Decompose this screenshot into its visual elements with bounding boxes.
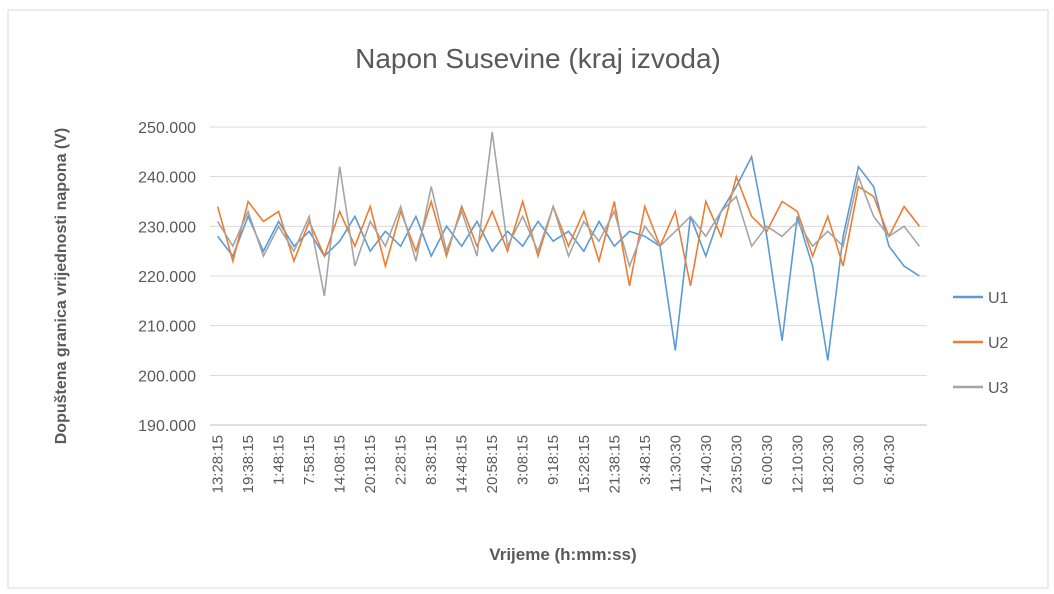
- x-tick-label: 20:58:15: [484, 435, 501, 493]
- y-tick-label: 220.000: [138, 269, 196, 286]
- x-tick-label: 2:28:15: [393, 435, 410, 485]
- y-axis-label: Dopuštena granica vrijednosti napona (V): [53, 128, 70, 445]
- x-tick-label: 6:00:30: [759, 435, 776, 485]
- x-tick-label: 14:48:15: [454, 435, 471, 493]
- y-tick-label: 190.000: [138, 418, 196, 435]
- series-line: [216, 174, 921, 287]
- x-tick-label: 7:58:15: [301, 435, 318, 485]
- legend-label: U3: [988, 380, 1009, 397]
- x-tick-label: 21:38:15: [606, 435, 623, 493]
- y-tick-label: 250.000: [138, 120, 196, 137]
- x-tick-label: 9:18:15: [545, 435, 562, 485]
- y-tick-label: 230.000: [138, 219, 196, 236]
- chart-border: [7, 9, 1049, 589]
- x-axis-label: Vrijeme (h:mm:ss): [489, 545, 636, 564]
- x-tick-label: 0:30:30: [850, 435, 867, 485]
- x-tick-label: 3:48:15: [637, 435, 654, 485]
- series-line: [216, 154, 920, 361]
- x-tick-label: 18:20:30: [820, 435, 837, 493]
- legend-label: U2: [988, 335, 1009, 352]
- x-tick-label: 1:48:15: [271, 435, 288, 485]
- x-tick-label: 3:08:15: [515, 435, 532, 485]
- y-tick-label: 210.000: [138, 319, 196, 336]
- y-tick-label: 240.000: [138, 170, 196, 187]
- x-tick-label: 20:18:15: [362, 435, 379, 493]
- x-tick-label: 13:28:15: [210, 435, 227, 493]
- x-tick-label: 12:10:30: [789, 435, 806, 493]
- x-tick-label: 23:50:30: [728, 435, 745, 493]
- series-line: [216, 131, 921, 297]
- chart-title: Napon Susevine (kraj izvoda): [355, 43, 721, 74]
- x-tick-label: 17:40:30: [698, 435, 715, 493]
- x-tick-label: 19:38:15: [240, 435, 257, 493]
- x-tick-label: 8:38:15: [423, 435, 440, 485]
- x-tick-label: 11:30:30: [667, 435, 684, 492]
- x-tick-label: 15:28:15: [576, 435, 593, 493]
- y-tick-label: 200.000: [138, 368, 196, 385]
- legend-label: U1: [988, 290, 1009, 307]
- x-tick-label: 14:08:15: [332, 435, 349, 493]
- x-tick-label: 6:40:30: [881, 435, 898, 485]
